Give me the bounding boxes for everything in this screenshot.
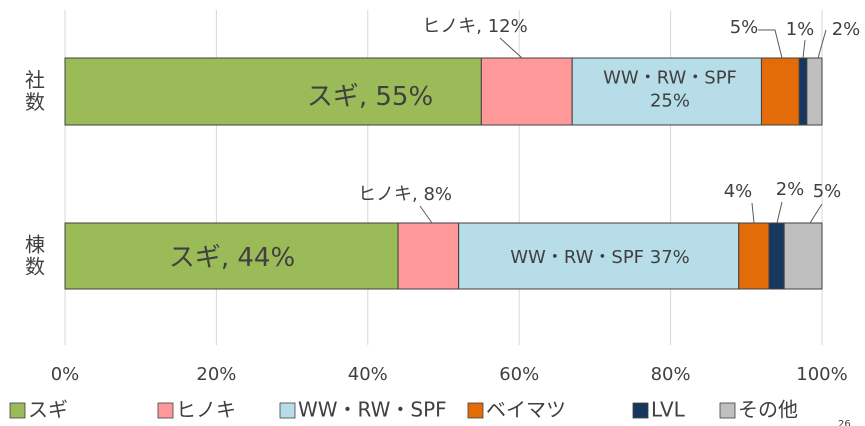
data-label: 5% (729, 16, 759, 38)
legend-swatch (9, 402, 26, 419)
bar-segment (768, 222, 785, 290)
data-label: ヒノキ, 12% (422, 15, 528, 37)
leader-line (776, 201, 783, 224)
bar-segment (64, 222, 399, 290)
data-label: スギ, 44% (168, 242, 296, 273)
bar-segment (571, 57, 762, 126)
legend-swatch (467, 402, 484, 419)
legend-label: ヒノキ (176, 398, 236, 422)
bar-segment (806, 57, 823, 126)
x-tick-label: 80% (651, 364, 691, 385)
legend-swatch (719, 402, 736, 419)
data-label: 5% (812, 180, 842, 202)
data-label: ヒノキ, 8% (358, 183, 452, 205)
legend-label: ベイマツ (486, 398, 566, 422)
bar-segment (738, 222, 770, 290)
page-number: 26 (838, 419, 851, 426)
bar-segment (760, 57, 800, 126)
legend-label: スギ (28, 398, 68, 422)
data-label: WW・RW・SPF 37% (510, 246, 690, 268)
leader-line (809, 203, 823, 224)
bar-segment (64, 57, 482, 126)
leader-line (499, 37, 523, 59)
legend-swatch (632, 402, 649, 419)
legend-label: LVL (651, 398, 686, 422)
bar-segment (480, 57, 573, 126)
x-tick-label: 0% (51, 364, 80, 385)
leader-line (802, 39, 806, 59)
data-label: スギ, 55% (306, 81, 434, 112)
legend-label: その他 (738, 398, 798, 422)
data-label: 1% (785, 18, 815, 40)
leader-line (817, 29, 827, 59)
y-tick-label: 社数 (22, 69, 46, 113)
leader-line (751, 202, 755, 224)
legend-swatch (279, 402, 296, 419)
bar-segment (798, 57, 808, 126)
legend-swatch (157, 402, 174, 419)
x-tick-label: 100% (796, 364, 847, 385)
x-tick-label: 40% (348, 364, 388, 385)
data-label: 2% (775, 178, 805, 200)
legend-label: WW・RW・SPF (298, 398, 447, 422)
leader-line (758, 29, 783, 59)
leader-line (419, 205, 433, 224)
y-tick-label: 棟数 (22, 234, 46, 278)
data-label: 2% (831, 18, 861, 40)
bar-segment (783, 222, 823, 290)
data-label: 4% (723, 180, 753, 202)
x-tick-label: 20% (196, 364, 236, 385)
x-tick-label: 60% (499, 364, 539, 385)
bar-segment (397, 222, 460, 290)
data-label: WW・RW・SPF 25% (603, 67, 737, 112)
